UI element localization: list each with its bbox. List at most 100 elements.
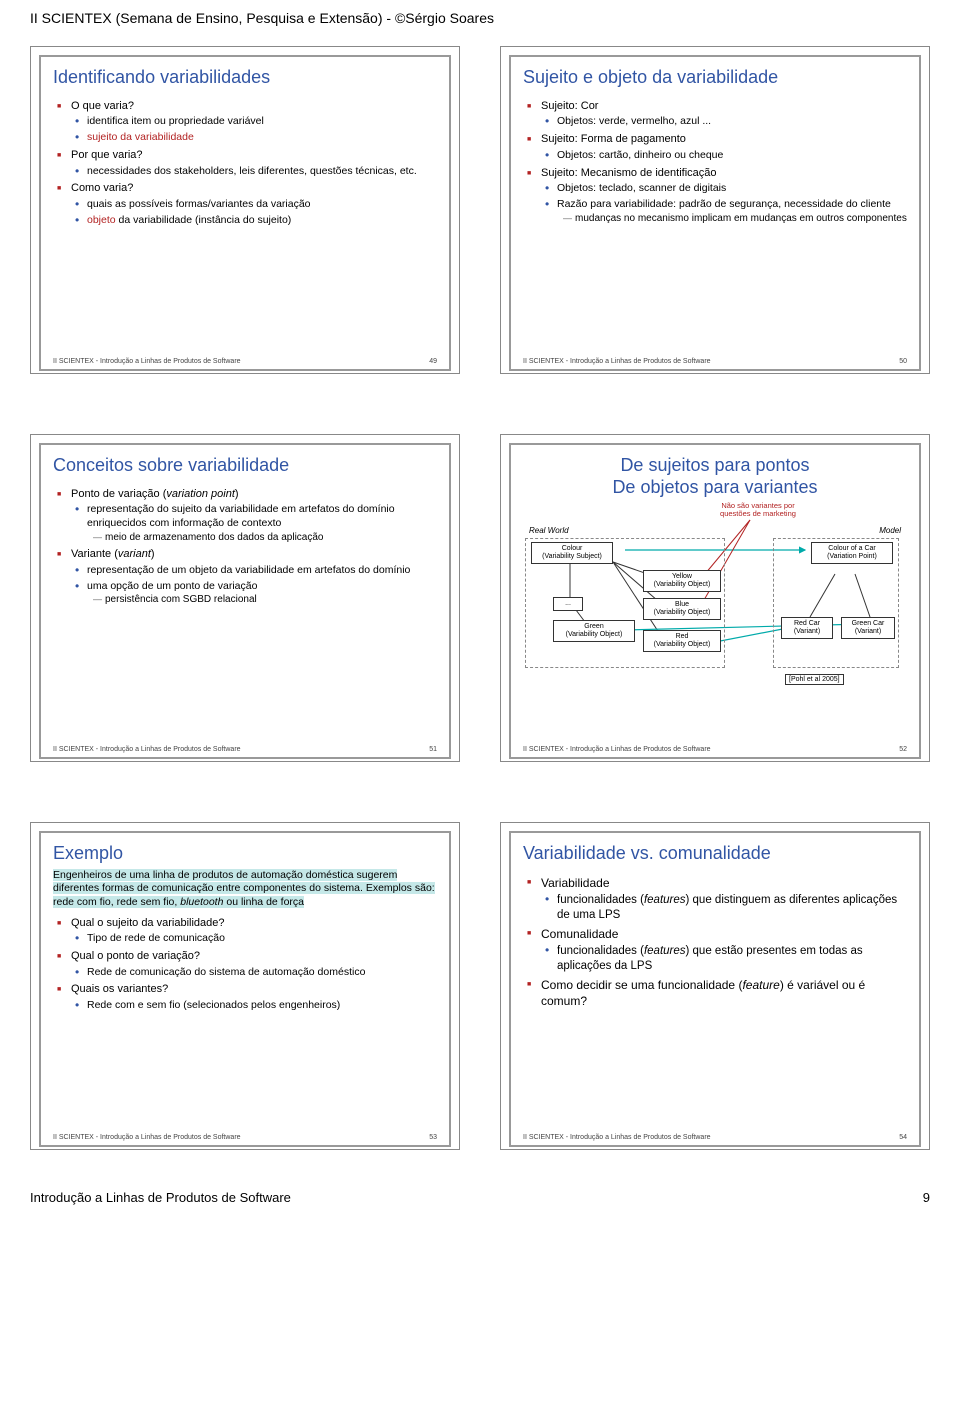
slide-body: Não são variantes por questões de market… bbox=[523, 502, 907, 742]
slide-number: 49 bbox=[429, 358, 437, 365]
box-blue: Blue(Variability Object) bbox=[643, 598, 721, 619]
text: Sujeito: Forma de pagamento bbox=[541, 133, 686, 145]
text: variation point bbox=[166, 488, 235, 500]
text: objeto bbox=[87, 214, 116, 226]
sub-bullet: Tipo de rede de comunicação bbox=[75, 932, 437, 946]
text: questões de marketing bbox=[713, 510, 803, 518]
footnote: II SCIENTEX - Introdução a Linhas de Pro… bbox=[53, 358, 241, 365]
slide-number: 53 bbox=[429, 1134, 437, 1141]
slide-53: Exemplo Engenheiros de uma linha de prod… bbox=[30, 822, 460, 1150]
box-colour: Colour(Variability Subject) bbox=[531, 542, 613, 563]
slide-number: 54 bbox=[899, 1134, 907, 1141]
slide-title: De sujeitos para pontos De objetos para … bbox=[523, 455, 907, 498]
sub-bullet: representação do sujeito da variabilidad… bbox=[75, 503, 437, 544]
bullet: Sujeito: Forma de pagamento Objetos: car… bbox=[527, 132, 907, 162]
text: Comunalidade bbox=[541, 927, 618, 941]
slide-title: Conceitos sobre variabilidade bbox=[53, 455, 437, 477]
citation: [Pohl et al 2005] bbox=[785, 674, 844, 685]
intro: Engenheiros de uma linha de produtos de … bbox=[53, 869, 437, 910]
label-realworld: Real World bbox=[529, 526, 569, 535]
sub-bullet: necessidades dos stakeholders, leis dife… bbox=[75, 165, 437, 179]
text: O que varia? bbox=[71, 100, 134, 112]
text: Razão para variabilidade: padrão de segu… bbox=[557, 198, 891, 210]
bullet: Por que varia? necessidades dos stakehol… bbox=[57, 148, 437, 178]
title-line: De sujeitos para pontos bbox=[523, 455, 907, 477]
sub-bullet: Rede com e sem fio (selecionados pelos e… bbox=[75, 999, 437, 1013]
footnote: II SCIENTEX - Introdução a Linhas de Pro… bbox=[523, 746, 711, 753]
slide-inner: Conceitos sobre variabilidade Ponto de v… bbox=[39, 443, 451, 759]
sub-bullet: uma opção de um ponto de variação persis… bbox=[75, 580, 437, 607]
sub-bullet: sujeito da variabilidade bbox=[75, 131, 437, 145]
diagram: Não são variantes por questões de market… bbox=[523, 502, 907, 692]
slide-footer: II SCIENTEX - Introdução a Linhas de Pro… bbox=[523, 746, 907, 753]
sub-bullet: funcionalidades (features) que distingue… bbox=[545, 893, 907, 923]
bullet: Variabilidade funcionalidades (features)… bbox=[527, 875, 907, 923]
sub-bullet: Objetos: cartão, dinheiro ou cheque bbox=[545, 149, 907, 163]
box-red: Red(Variability Object) bbox=[643, 630, 721, 651]
bullet: Qual o ponto de variação? Rede de comuni… bbox=[57, 949, 437, 979]
text: feature bbox=[742, 978, 779, 992]
bullet: Sujeito: Mecanismo de identificação Obje… bbox=[527, 166, 907, 226]
sub-bullet: Objetos: teclado, scanner de digitais bbox=[545, 182, 907, 196]
sub-bullet: representação de um objeto da variabilid… bbox=[75, 564, 437, 578]
slide-body: O que varia? identifica item ou propried… bbox=[53, 99, 437, 354]
footnote: II SCIENTEX - Introdução a Linhas de Pro… bbox=[523, 358, 711, 365]
slide-title: Sujeito e objeto da variabilidade bbox=[523, 67, 907, 89]
bullet: Como varia? quais as possíveis formas/va… bbox=[57, 181, 437, 227]
text: da variabilidade (instância do sujeito) bbox=[116, 214, 292, 226]
slide-inner: Variabilidade vs. comunalidade Variabili… bbox=[509, 831, 921, 1147]
box-greencar: Green Car(Variant) bbox=[841, 617, 895, 638]
text: Engenheiros de uma linha de produtos de … bbox=[53, 869, 435, 908]
slide-inner: Exemplo Engenheiros de uma linha de prod… bbox=[39, 831, 451, 1147]
sub2-bullet: persistência com SGBD relacional bbox=[93, 594, 437, 607]
text: Como varia? bbox=[71, 182, 133, 194]
sub-bullet: quais as possíveis formas/variantes da v… bbox=[75, 198, 437, 212]
slide-grid: Identificando variabilidades O que varia… bbox=[30, 46, 930, 1150]
slide-50: Sujeito e objeto da variabilidade Sujeit… bbox=[500, 46, 930, 374]
bullet: O que varia? identifica item ou propried… bbox=[57, 99, 437, 145]
text: Por que varia? bbox=[71, 149, 143, 161]
box-yellow: Yellow(Variability Object) bbox=[643, 570, 721, 591]
text: Sujeito: Cor bbox=[541, 100, 598, 112]
page: II SCIENTEX (Semana de Ensino, Pesquisa … bbox=[0, 0, 960, 1225]
slide-inner: De sujeitos para pontos De objetos para … bbox=[509, 443, 921, 759]
text: ) bbox=[151, 548, 155, 560]
bullet: Variante (variant) representação de um o… bbox=[57, 547, 437, 607]
label-model: Model bbox=[879, 526, 901, 535]
footnote: II SCIENTEX - Introdução a Linhas de Pro… bbox=[53, 746, 241, 753]
sub-bullet: Objetos: verde, vermelho, azul ... bbox=[545, 115, 907, 129]
bullet: Ponto de variação (variation point) repr… bbox=[57, 487, 437, 545]
slide-footer: II SCIENTEX - Introdução a Linhas de Pro… bbox=[53, 358, 437, 365]
slide-49: Identificando variabilidades O que varia… bbox=[30, 46, 460, 374]
sub2-bullet: mudanças no mecanismo implicam em mudanç… bbox=[563, 213, 907, 226]
note: Não são variantes por questões de market… bbox=[713, 502, 803, 519]
text: Ponto de variação ( bbox=[71, 488, 166, 500]
bullet: Sujeito: Cor Objetos: verde, vermelho, a… bbox=[527, 99, 907, 129]
slide-52: De sujeitos para pontos De objetos para … bbox=[500, 434, 930, 762]
text: representação do sujeito da variabilidad… bbox=[87, 503, 395, 529]
slide-inner: Identificando variabilidades O que varia… bbox=[39, 55, 451, 371]
text: ) bbox=[235, 488, 239, 500]
page-header: II SCIENTEX (Semana de Ensino, Pesquisa … bbox=[30, 10, 930, 26]
box-green: Green(Variability Object) bbox=[553, 620, 635, 641]
slide-footer: II SCIENTEX - Introdução a Linhas de Pro… bbox=[53, 1134, 437, 1141]
text: Variabilidade bbox=[541, 876, 610, 890]
slide-footer: II SCIENTEX - Introdução a Linhas de Pro… bbox=[53, 746, 437, 753]
text: Como decidir se uma funcionalidade ( bbox=[541, 978, 742, 992]
page-footer: Introdução a Linhas de Produtos de Softw… bbox=[30, 1190, 930, 1205]
footnote: II SCIENTEX - Introdução a Linhas de Pro… bbox=[523, 1134, 711, 1141]
bullet: Comunalidade funcionalidades (features) … bbox=[527, 926, 907, 974]
slide-title: Variabilidade vs. comunalidade bbox=[523, 843, 907, 865]
slide-body: Engenheiros de uma linha de produtos de … bbox=[53, 869, 437, 1130]
slide-body: Variabilidade funcionalidades (features)… bbox=[523, 875, 907, 1130]
footnote: II SCIENTEX - Introdução a Linhas de Pro… bbox=[53, 1134, 241, 1141]
sub-bullet: identifica item ou propriedade variável bbox=[75, 115, 437, 129]
bullet: Quais os variantes? Rede com e sem fio (… bbox=[57, 982, 437, 1012]
sub-bullet: Rede de comunicação do sistema de automa… bbox=[75, 966, 437, 980]
slide-title: Identificando variabilidades bbox=[53, 67, 437, 89]
text: sujeito da variabilidade bbox=[87, 131, 194, 143]
box-colourcar: Colour of a Car(Variation Point) bbox=[811, 542, 893, 563]
box-redcar: Red Car(Variant) bbox=[781, 617, 833, 638]
slide-51: Conceitos sobre variabilidade Ponto de v… bbox=[30, 434, 460, 762]
slide-footer: II SCIENTEX - Introdução a Linhas de Pro… bbox=[523, 1134, 907, 1141]
